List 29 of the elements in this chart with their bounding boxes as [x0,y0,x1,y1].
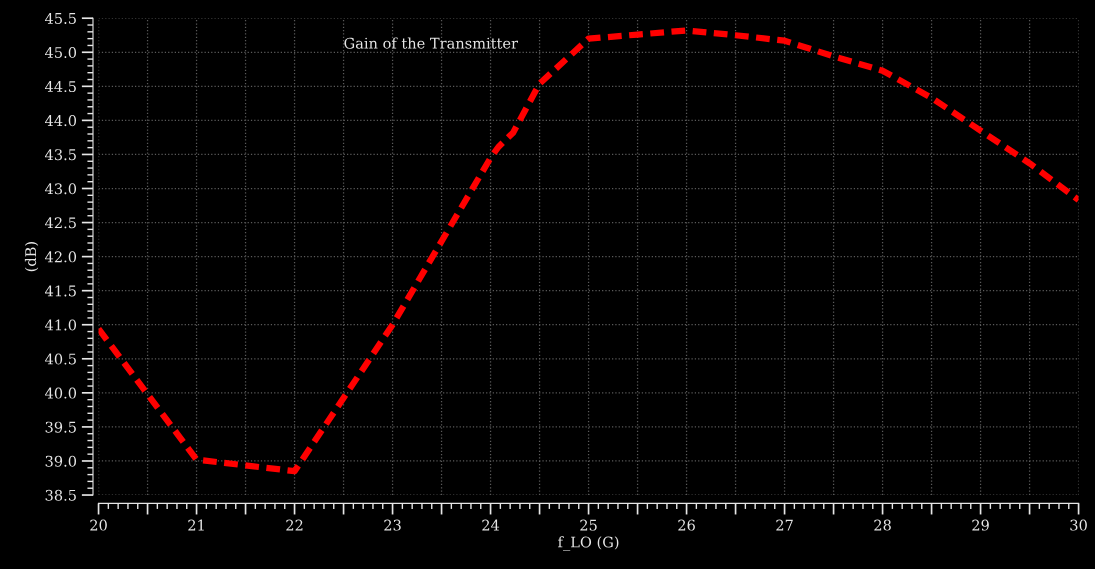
text: Gain of the Transmitter [344,37,519,49]
x-tick-label: 26 [678,519,695,531]
x-tick-label: 27 [776,519,793,531]
y-tick-label: 44.0 [45,115,77,127]
y-axis-title: (dB) [24,242,39,272]
x-tick-label: 29 [972,519,989,531]
x-axis-title: f_LO (G) [558,536,619,551]
y-tick-label: 40.0 [45,387,77,399]
y-tick-label: 40.5 [45,353,76,365]
y-tick-label: 42.5 [45,217,76,229]
x-tick-label: 21 [188,519,204,531]
y-tick-label: 44.5 [45,81,76,93]
x-tick-label: 20 [90,519,107,531]
y-tick-label: 42.0 [45,251,77,263]
y-tick-label: 43.0 [45,183,77,195]
y-tick-label: 41.0 [45,319,77,331]
y-tick-label: 39.5 [45,421,76,433]
x-tick-label: 28 [874,519,891,531]
x-tick-label: 24 [482,519,500,531]
x-tick-label: 30 [1070,519,1087,531]
x-tick-label: 22 [286,519,303,531]
y-tick-label: 41.5 [45,285,76,297]
y-tick-label: 39.0 [45,455,77,467]
y-tick-label: 45.0 [45,46,77,59]
x-tick-label: 23 [384,519,401,531]
y-tick-label: 43.5 [45,149,76,161]
x-tick-label: 25 [580,519,597,531]
y-tick-label: 38.5 [45,489,76,501]
y-tick-label: 45.5 [45,12,76,24]
